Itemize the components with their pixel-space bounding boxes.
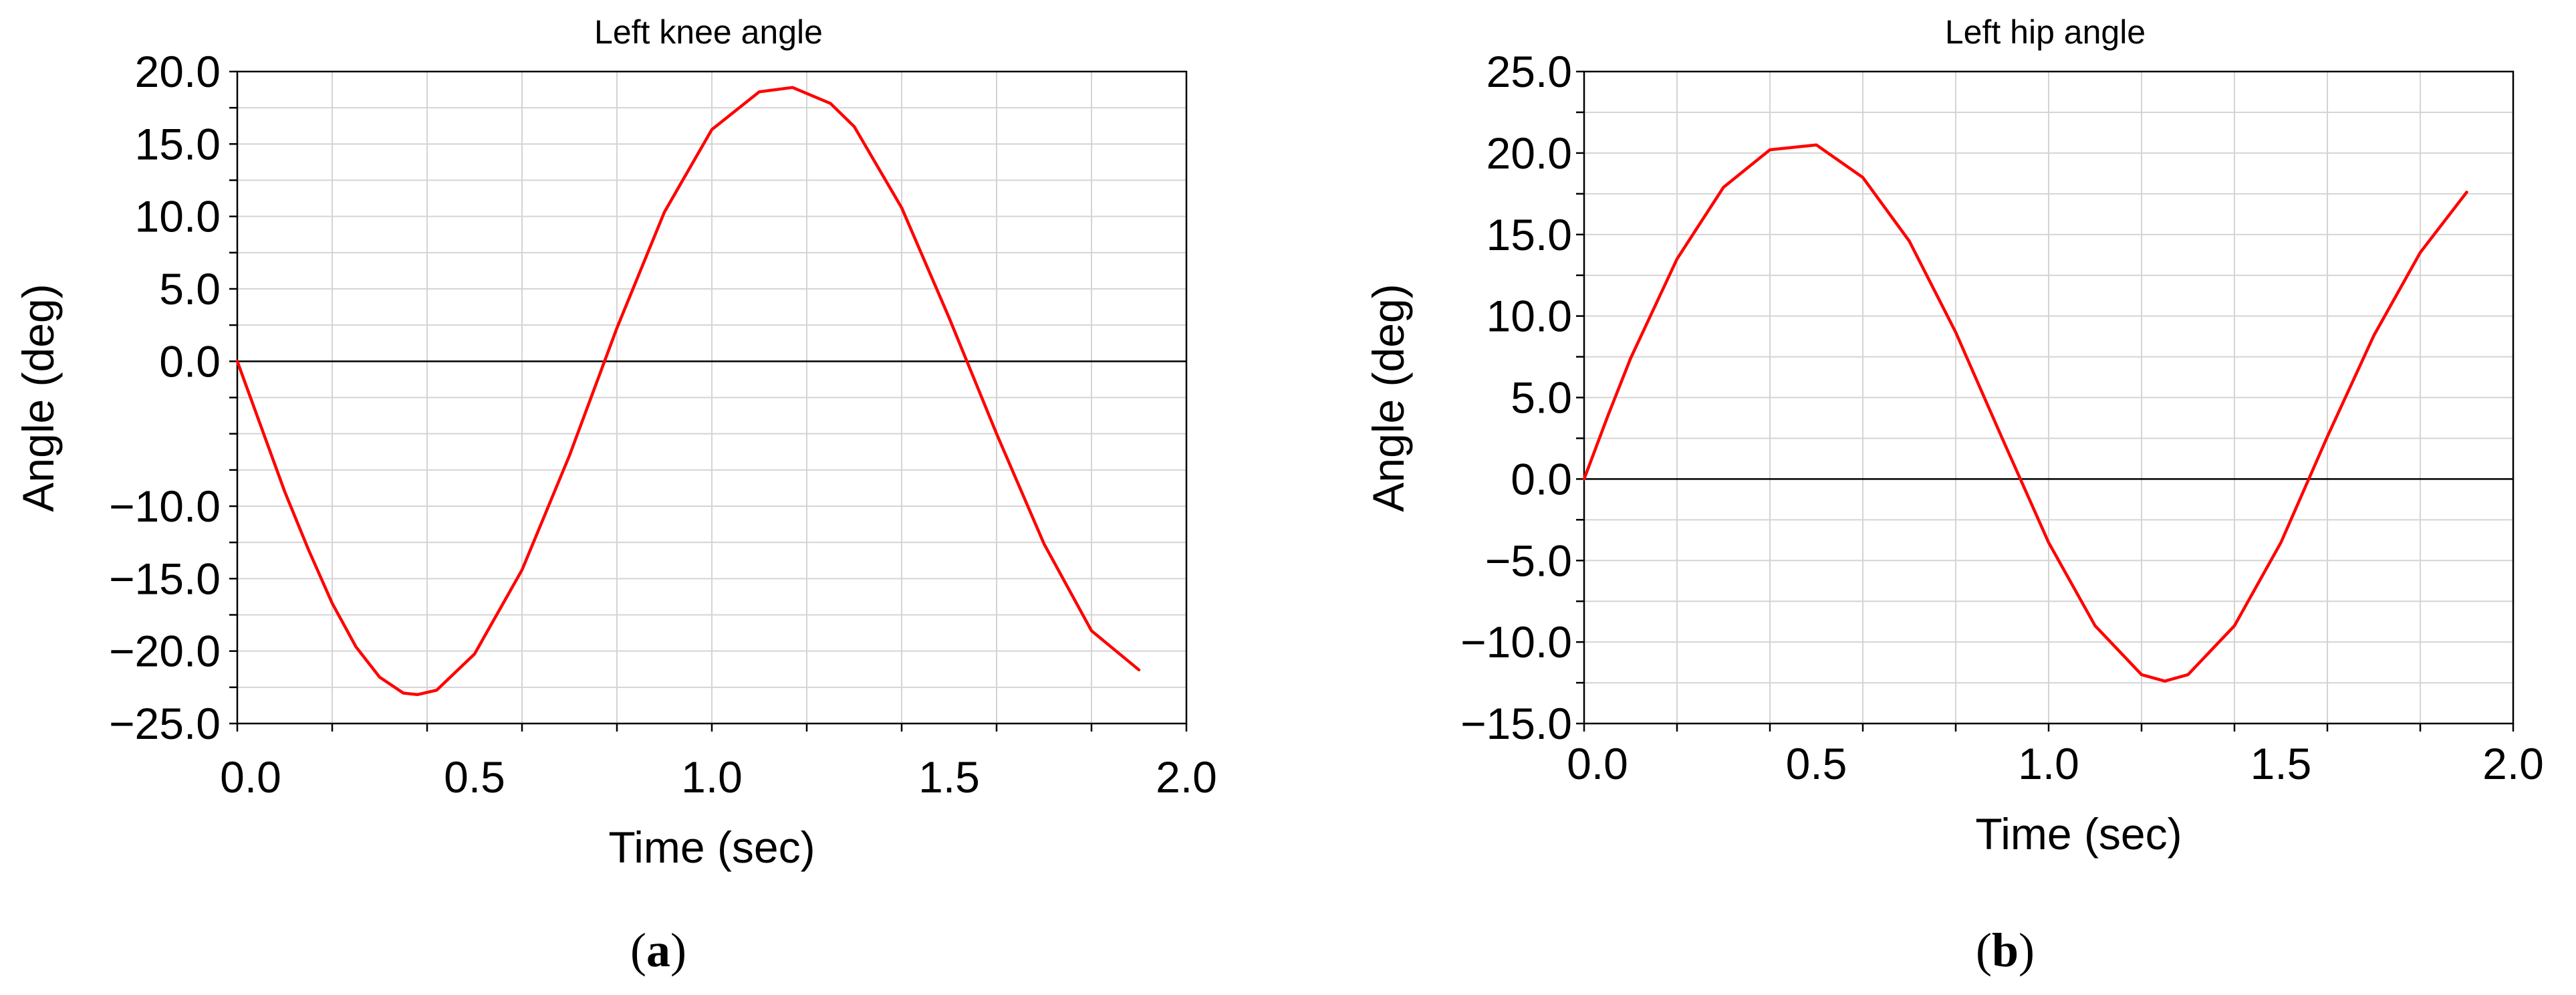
y-tick-label: 20.0 (135, 47, 221, 96)
chart-panel-b: 25.020.015.010.05.00.0−5.0−10.0−15.00.0 0… (1364, 13, 2544, 977)
chart-title: Left hip angle (1945, 13, 2146, 51)
x-tick-label: 1.0 (681, 752, 743, 802)
y-tick-label: 15.0 (135, 119, 221, 169)
y-tick-label: −15.0 (109, 554, 221, 603)
y-tick-label: 10.0 (135, 192, 221, 241)
x-tick-label: 1.5 (918, 752, 980, 802)
y-tick-label: −25.0 (109, 699, 221, 748)
y-tick-label: 0.0 (159, 336, 221, 386)
y-tick-label: 20.0 (1487, 128, 1572, 178)
x-tick-label: 2.0 (1156, 752, 1217, 802)
panel-label: (a) (630, 923, 686, 977)
y-axis-label: Angle (deg) (1364, 284, 1413, 512)
x-tick-label: 1.5 (2250, 739, 2312, 788)
y-tick-label: 5.0 (1511, 373, 1572, 423)
y-tick-label: 25.0 (1487, 47, 1572, 96)
y-tick-label: 10.0 (1487, 292, 1572, 341)
x-tick-label: 1.0 (2018, 739, 2079, 788)
panel-letter: b (1992, 923, 2019, 977)
series-line (1582, 143, 2468, 683)
y-tick-label: −20.0 (109, 627, 221, 676)
y-axis-label: Angle (deg) (13, 284, 63, 512)
chart-panel-a: 20.015.010.05.00.0−10.0−15.0−20.0−25.00.… (13, 13, 1217, 977)
chart-title: Left knee angle (594, 13, 823, 51)
y-tick-label: −5.0 (1485, 536, 1572, 585)
x-axis-label: Time (sec) (608, 822, 815, 872)
y-tick-label: −15.0 (1460, 699, 1572, 748)
x-axis-label: Time (sec) (1975, 809, 2182, 859)
x-tick-label: 2.0 (2482, 739, 2544, 788)
panel-letter: a (646, 923, 670, 977)
y-tick-label: 5.0 (159, 264, 221, 314)
y-tick-label: 15.0 (1487, 210, 1572, 259)
y-tick-label: −10.0 (1460, 617, 1572, 667)
x-tick-label: 0.5 (1786, 739, 1847, 788)
panel-label: (b) (1976, 923, 2035, 977)
x-tick-label: 0.5 (444, 752, 505, 802)
series-line (235, 86, 1141, 696)
y-tick-label: 0.0 (1511, 454, 1572, 504)
y-tick-label: −10.0 (109, 481, 221, 531)
x-tick-label: 0.0 (1567, 739, 1628, 788)
x-tick-label: 0.0 (220, 752, 281, 802)
